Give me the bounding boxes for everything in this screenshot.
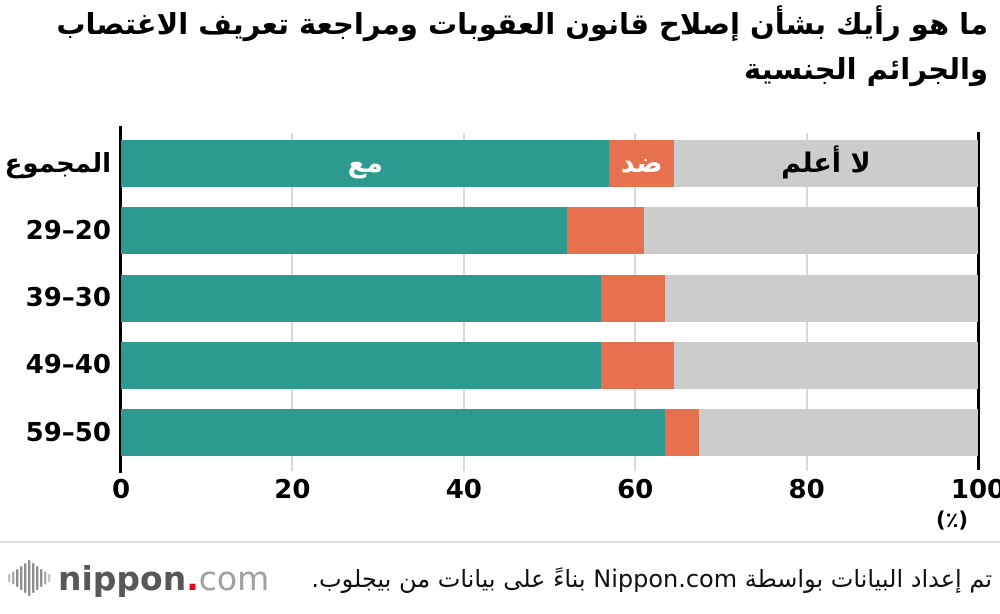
category-label-1: 29–20 <box>25 215 111 246</box>
bar-row-1: 29–20 <box>26 207 978 255</box>
bar-segment-0-1: ضد <box>609 140 674 187</box>
bar-row-0: المجموع مع ضد لا أعلم <box>5 140 978 187</box>
x-tick-label-100: 100 <box>950 475 1000 505</box>
series-label-1: ضد <box>620 148 663 179</box>
nippon-logo: nippon.com <box>6 557 269 599</box>
bar-segment-0-0: مع <box>121 140 610 187</box>
category-label-2: 39–30 <box>25 283 111 313</box>
bar-rows: المجموع مع ضد لا أعلم 29–20 39–30 49–40 59–50 <box>5 133 978 468</box>
bar-segment-1-0 <box>121 207 567 255</box>
x-tick-label-60: 60 <box>617 475 654 505</box>
bar-segment-4-1 <box>665 409 700 456</box>
x-tick-label-80: 80 <box>788 475 825 505</box>
x-axis-unit-label: (٪) <box>935 508 968 532</box>
category-label-0: المجموع <box>4 148 111 179</box>
bar-row-4: 59–50 <box>26 409 978 456</box>
logo-text-dot: . <box>186 558 199 598</box>
bar-row-3: 49–40 <box>26 341 978 389</box>
y-axis-line <box>119 126 122 473</box>
bar-segment-1-1 <box>566 207 644 255</box>
bar-segment-1-2 <box>643 207 978 255</box>
x-axis-ticks: 0 20 40 60 80 100 <box>112 475 1000 509</box>
bar-segment-2-1 <box>600 274 666 322</box>
chart-title: ما هو رأيك بشأن إصلاح قانون العقوبات ومر… <box>56 7 988 86</box>
category-label-4: 59–50 <box>25 417 111 448</box>
category-label-3: 49–40 <box>25 350 111 381</box>
x-tick-label-0: 0 <box>111 475 131 505</box>
x-tick-label-20: 20 <box>274 475 311 505</box>
bar-segment-2-2 <box>665 274 978 322</box>
plot-area: المجموع مع ضد لا أعلم 29–20 39–30 49–40 59–50 <box>5 126 980 473</box>
bar-segment-2-0 <box>121 274 601 322</box>
bar-segment-3-0 <box>121 341 601 389</box>
bar-segment-3-2 <box>673 341 978 389</box>
series-label-2: لا أعلم <box>781 148 871 179</box>
logo-text-suffix: com <box>198 558 270 598</box>
soundwave-bars-icon <box>8 560 51 596</box>
bar-segment-4-0 <box>121 409 666 456</box>
bar-segment-0-2: لا أعلم <box>673 140 978 187</box>
footer: nippon.com تم إعداد البيانات بواسطة Nipp… <box>0 541 1000 614</box>
bar-segment-3-1 <box>600 341 674 389</box>
series-label-0: مع <box>347 148 383 179</box>
nippon-logo-text: nippon.com <box>58 562 269 595</box>
plot-right-border <box>977 132 980 470</box>
bar-row-2: 39–30 <box>26 274 978 322</box>
logo-text-main: nippon <box>58 558 187 598</box>
credit-text: تم إعداد البيانات بواسطة Nippon.com بناء… <box>311 565 992 593</box>
x-tick-label-40: 40 <box>445 475 482 505</box>
bar-segment-4-2 <box>699 409 978 456</box>
